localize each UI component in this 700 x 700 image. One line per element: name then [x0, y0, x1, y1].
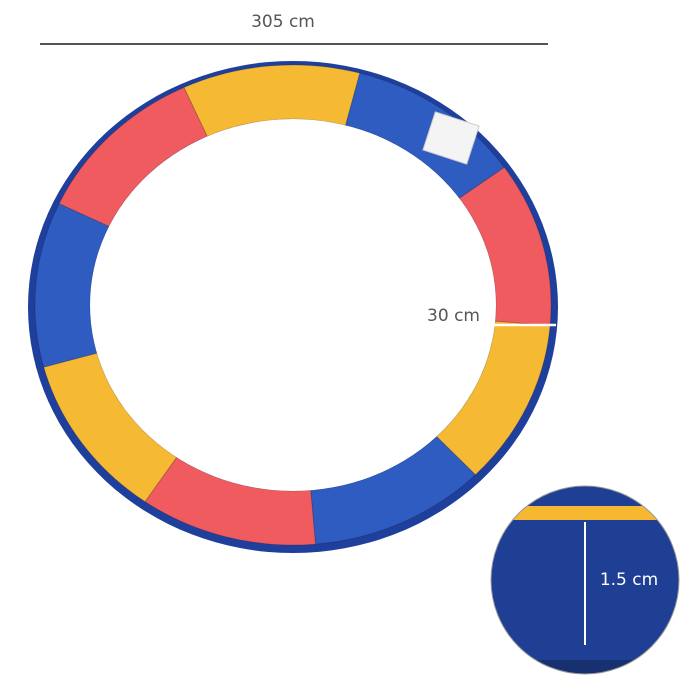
label-tag — [422, 111, 480, 165]
ring-hole — [90, 119, 496, 491]
ring-segments — [34, 64, 552, 546]
detail-inset — [491, 486, 679, 674]
thickness-label: 1.5 cm — [600, 570, 658, 590]
inset-border — [490, 485, 680, 675]
width-label: 30 cm — [427, 306, 480, 326]
inset-seam — [491, 660, 679, 674]
inset-yellow-edge — [491, 506, 679, 520]
diameter-label: 305 cm — [251, 12, 315, 32]
